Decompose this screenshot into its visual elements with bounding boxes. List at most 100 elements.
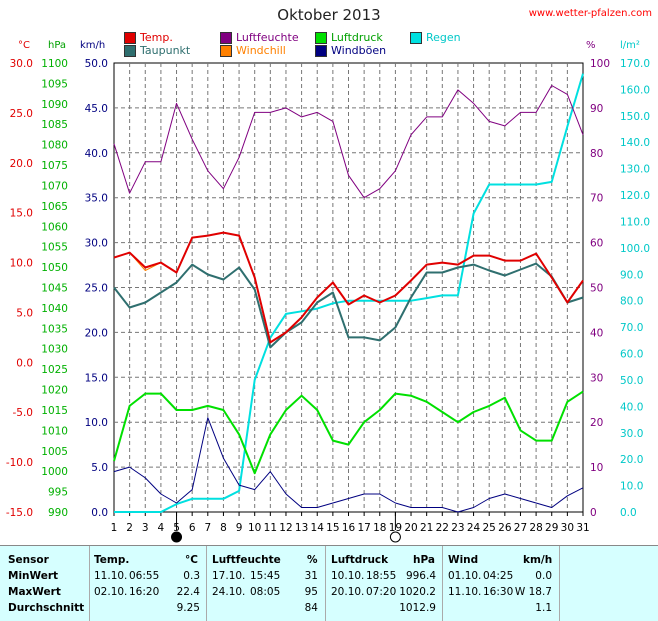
x-tick-label: 26 [498, 522, 512, 534]
new-moon-icon [171, 531, 183, 543]
header-pressure: Luftdruck [331, 554, 389, 566]
series-line-luftfeuchte [113, 85, 584, 199]
axis-tick-label: -5.0 [13, 407, 34, 419]
cell-value: W 18.7 [514, 586, 552, 598]
axis-tick-label: 15.0 [85, 372, 108, 384]
chart-title: Oktober 2013 [277, 6, 381, 24]
header-wind: Wind [448, 554, 479, 566]
header-wind-unit: km/h [523, 554, 553, 566]
axis-tick-label: 1025 [41, 364, 68, 376]
axis-tick-label: 1080 [41, 140, 68, 152]
header-pressure-unit: hPa [413, 554, 435, 566]
axis-tick-label: 15.0 [10, 208, 33, 220]
axis-tick-label: 25.0 [10, 108, 33, 120]
cell-value: 0.0 [535, 570, 552, 582]
legend-label: Windchill [236, 44, 286, 57]
x-tick-label: 4 [158, 522, 165, 534]
axis-tick-label: 90.0 [620, 269, 643, 281]
x-tick-label: 3 [142, 522, 149, 534]
axis-tick-label: 1060 [41, 221, 68, 233]
axis-tick-label: 50 [590, 283, 603, 295]
axis-tick-label: 1030 [41, 344, 68, 356]
axis-tick-label: 10.0 [10, 258, 33, 270]
axis-tick-label: 0 [590, 507, 597, 519]
axis-tick-label: 1065 [41, 201, 68, 213]
axis-tick-label: 20.0 [620, 454, 643, 466]
cell-time: 07:20 [366, 586, 397, 598]
axis-tick-label: 130.0 [620, 164, 650, 176]
axis-tick-label: 20.0 [10, 158, 33, 170]
axis-tick-label: 1015 [41, 405, 68, 417]
legend-label: Regen [426, 31, 461, 44]
x-tick-label: 21 [420, 522, 433, 534]
axis-tick-label: 50.0 [85, 58, 108, 70]
table-divider [442, 546, 443, 621]
table-divider [89, 546, 90, 621]
table-divider [559, 546, 560, 621]
axis-tick-label: 10.0 [85, 417, 108, 429]
axis-tick-label: 25.0 [85, 283, 108, 295]
legend-swatch [124, 31, 136, 44]
axis-tick-label: -15.0 [6, 507, 33, 519]
axis-tick-label: 1085 [41, 119, 68, 131]
table-divider [325, 546, 326, 621]
x-tick-label: 13 [295, 522, 308, 534]
site-link[interactable]: www.wetter-pfalzen.com [528, 8, 652, 19]
axis-tick-label: 60 [590, 238, 603, 250]
axis-tick-label: 20 [590, 417, 603, 429]
axis-tick-label: 80 [590, 148, 603, 160]
x-tick-label: 15 [326, 522, 339, 534]
series-line-temp [113, 231, 584, 344]
axis-tick-label: 1000 [41, 466, 68, 478]
header-temp: Temp. [94, 554, 130, 566]
header-sensor: Sensor [8, 554, 49, 566]
axis-tick-label: 120.0 [620, 190, 650, 202]
cell-date: 02.10. [94, 586, 128, 598]
axis-tick-label: 1090 [41, 99, 68, 111]
legend-swatch [315, 44, 327, 57]
x-tick-label: 28 [529, 522, 542, 534]
x-tick-label: 25 [483, 522, 496, 534]
axis-tick-label: 160.0 [620, 84, 650, 96]
axis-tick-label: 100 [590, 58, 610, 70]
axis-tick-label: 995 [48, 487, 68, 499]
legend-temp: Temp. [124, 31, 173, 44]
weather-chart: 30.025.020.015.010.05.00.0-5.0-10.0-15.0… [6, 58, 650, 543]
axis-tick-label: 10 [590, 462, 603, 474]
cell-time: 04:25 [483, 570, 514, 582]
axis-tick-label: 1020 [41, 385, 68, 397]
series-line-windben [113, 417, 584, 513]
cell-value: 84 [304, 602, 318, 614]
axis-tick-label: 1035 [41, 323, 68, 335]
cell-value: 9.25 [176, 602, 200, 614]
unit-percent: % [586, 40, 596, 51]
header-temp-unit: °C [185, 554, 198, 566]
axis-tick-label: 30.0 [85, 238, 108, 250]
row-label: Durchschnitt [8, 602, 85, 614]
x-tick-label: 10 [248, 522, 261, 534]
cell-date: 24.10. [212, 586, 246, 598]
series-line-taupunkt [113, 262, 584, 349]
cell-date: 11.10. [94, 570, 128, 582]
cell-date: 20.10. [331, 586, 365, 598]
axis-tick-label: 30 [590, 372, 603, 384]
axis-tick-label: 30.0 [620, 428, 643, 440]
axis-tick-label: 60.0 [620, 349, 643, 361]
x-tick-label: 31 [576, 522, 589, 534]
x-tick-label: 1 [111, 522, 118, 534]
axis-tick-label: 5.0 [16, 307, 33, 319]
axis-tick-label: 990 [48, 507, 68, 519]
cell-time: 08:05 [250, 586, 281, 598]
legend-swatch [410, 31, 422, 44]
stats-table: Sensor Temp. °C Luftfeuchte % Luftdruck … [0, 545, 658, 621]
x-tick-label: 18 [373, 522, 386, 534]
x-tick-label: 8 [220, 522, 227, 534]
x-tick-label: 22 [436, 522, 449, 534]
x-tick-label: 2 [126, 522, 133, 534]
axis-tick-label: 1055 [41, 242, 68, 254]
x-tick-label: 14 [311, 522, 325, 534]
legend-chill: Windchill [220, 44, 286, 57]
full-moon-icon [389, 531, 401, 543]
axis-tick-label: 40.0 [620, 401, 643, 413]
axis-tick-label: 1050 [41, 262, 68, 274]
